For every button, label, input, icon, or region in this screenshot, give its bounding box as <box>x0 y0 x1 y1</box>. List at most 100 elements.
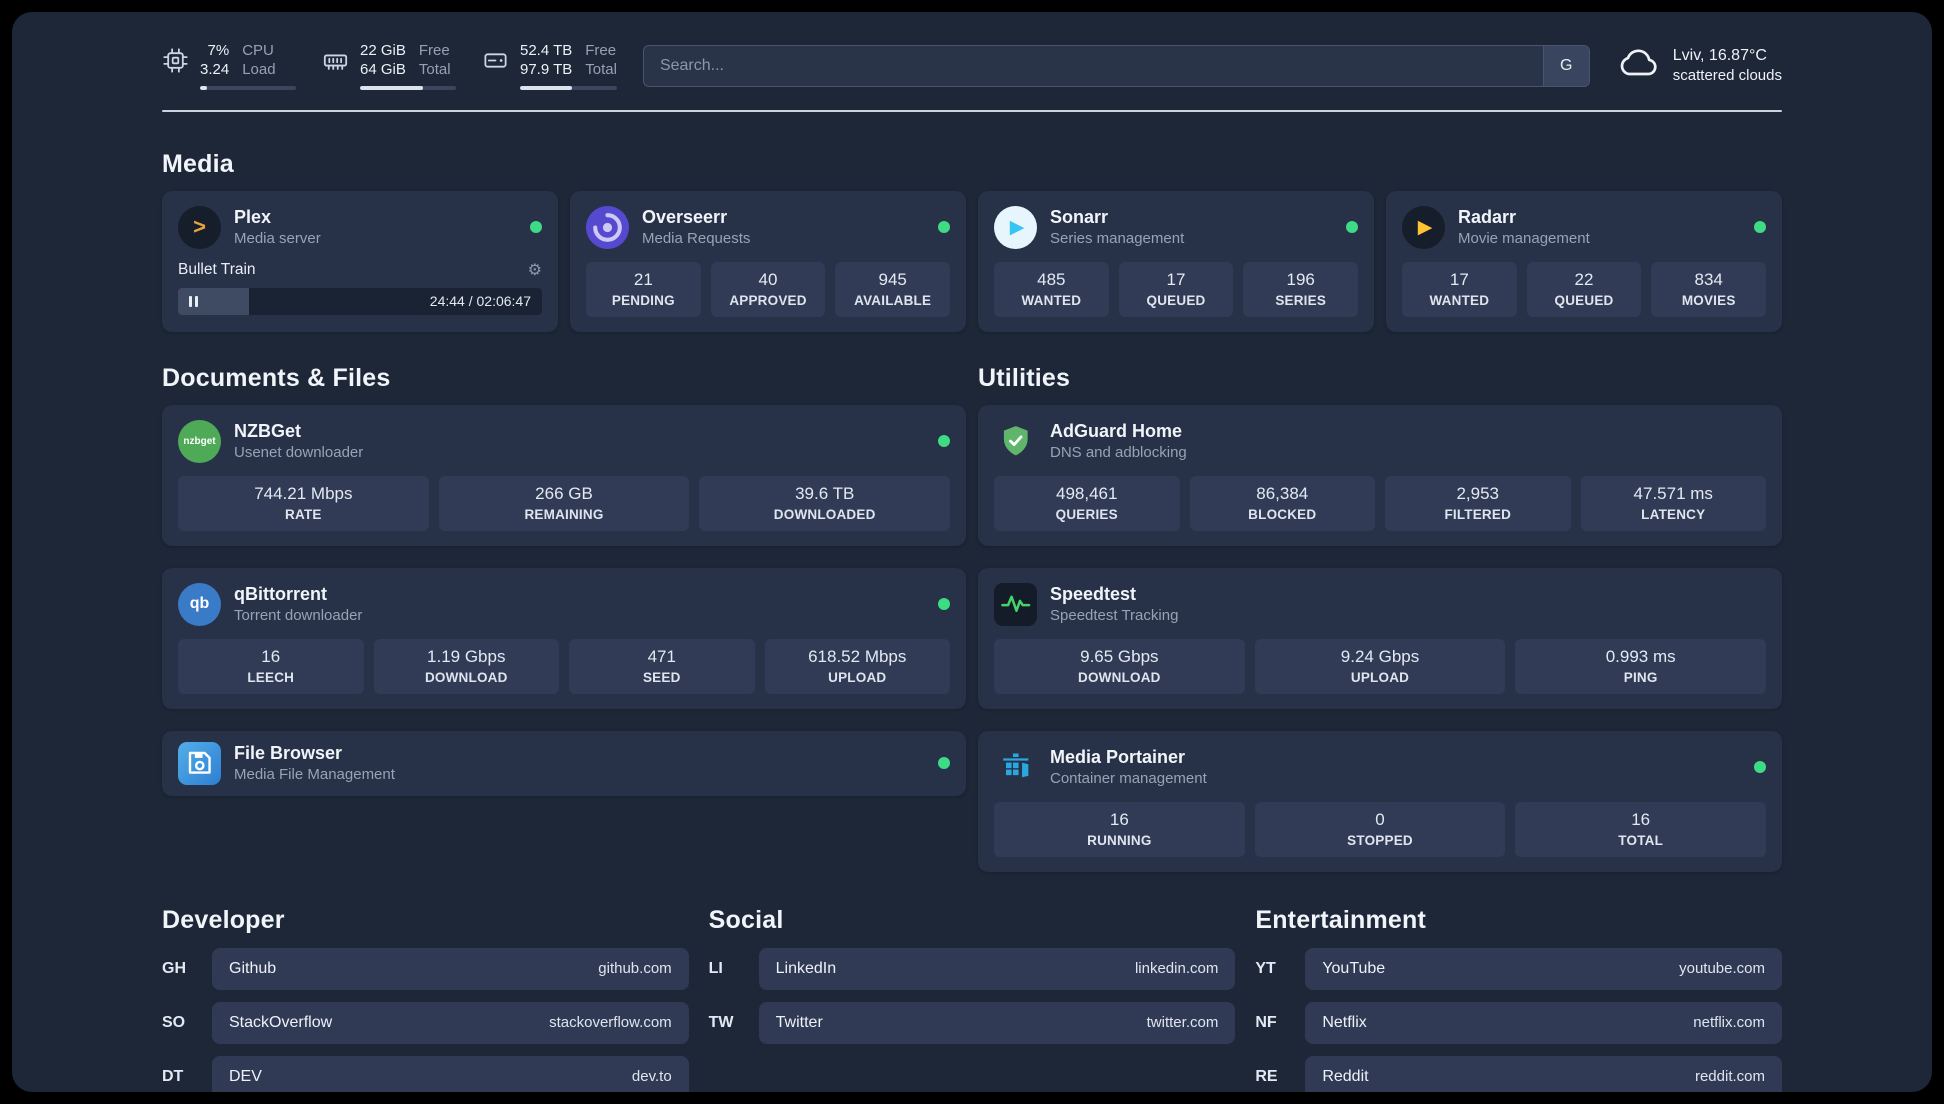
link-code: NF <box>1255 1013 1277 1031</box>
app-name: Radarr <box>1458 207 1517 227</box>
app-card-qbittorrent[interactable]: qb qBittorrent Torrent downloader 16 LEE… <box>162 567 966 709</box>
app-subtitle: Container management <box>1050 770 1207 787</box>
app-card-speedtest[interactable]: Speedtest Speedtest Tracking 9.65 Gbps D… <box>978 567 1782 709</box>
app-subtitle: Torrent downloader <box>234 607 363 624</box>
link-code: DT <box>162 1067 184 1085</box>
app-card-sonarr[interactable]: ▶ Sonarr Series management 485 WANTED 17… <box>978 190 1374 332</box>
app-name: NZBGet <box>234 421 301 441</box>
link-twitter[interactable]: Twitter twitter.com <box>758 1001 1236 1044</box>
settings-gear-icon[interactable]: ⚙ <box>527 261 542 279</box>
link-youtube[interactable]: YouTube youtube.com <box>1305 947 1782 990</box>
stats-row: 16 LEECH 1.19 Gbps DOWNLOAD 471 SEED 618… <box>178 638 950 694</box>
playback-progress-bar[interactable]: 24:44 / 02:06:47 <box>178 287 542 315</box>
stat-blocked: 86,384 BLOCKED <box>1189 475 1375 531</box>
link-row-stackoverflow: SO StackOverflow stackoverflow.com <box>162 1001 689 1044</box>
app-name: File Browser <box>234 743 343 763</box>
stat-total: 16 TOTAL <box>1515 801 1767 857</box>
status-dot <box>938 221 950 233</box>
stat-approved: 40 APPROVED <box>710 261 826 317</box>
filebrowser-icon <box>178 741 221 785</box>
stats-row: 485 WANTED 17 QUEUED 196 SERIES <box>994 261 1359 317</box>
app-subtitle: Movie management <box>1458 230 1590 247</box>
stat-seed: 471 SEED <box>569 638 755 694</box>
stats-row: 21 PENDING 40 APPROVED 945 AVAILABLE <box>586 261 951 317</box>
playback-time: 24:44 / 02:06:47 <box>429 293 531 309</box>
status-dot <box>938 757 950 769</box>
app-subtitle: Media File Management <box>234 766 395 783</box>
stat-upload: 9.24 Gbps UPLOAD <box>1254 638 1506 694</box>
status-dot <box>1346 221 1358 233</box>
app-card-adguard[interactable]: AdGuard Home DNS and adblocking 498,461 … <box>978 404 1782 546</box>
search-engine-button[interactable]: G <box>1542 45 1589 86</box>
weather-location: Lviv, 16.87°C <box>1672 46 1767 64</box>
section-title-social: Social <box>708 905 784 934</box>
app-name: Overseerr <box>642 207 728 227</box>
stat-download: 1.19 Gbps DOWNLOAD <box>373 638 559 694</box>
disk-icon <box>482 47 509 74</box>
app-card-plex[interactable]: > Plex Media server Bullet Train ⚙ 24:44… <box>162 190 558 332</box>
app-card-radarr[interactable]: ▶ Radarr Movie management 17 WANTED 22 Q… <box>1386 190 1782 332</box>
disk-metric: 52.4 TB 97.9 TB Free Total <box>482 42 617 90</box>
link-code: SO <box>162 1013 186 1031</box>
cloud-icon <box>1616 47 1660 84</box>
app-card-portainer[interactable]: Media Portainer Container management 16 … <box>978 730 1782 872</box>
ram-free-value: 22 GiB <box>360 42 406 59</box>
link-linkedin[interactable]: LinkedIn linkedin.com <box>758 947 1236 990</box>
stat-queries: 498,461 QUERIES <box>994 475 1180 531</box>
stat-ping: 0.993 ms PING <box>1515 638 1767 694</box>
stats-row: 9.65 Gbps DOWNLOAD 9.24 Gbps UPLOAD 0.99… <box>994 638 1767 694</box>
stat-remaining: 266 GB REMAINING <box>438 475 690 531</box>
stat-pending: 21 PENDING <box>586 261 701 317</box>
disk-usage-bar <box>520 85 617 90</box>
app-card-nzbget[interactable]: nzbget NZBGet Usenet downloader 744.21 M… <box>162 404 966 546</box>
link-reddit[interactable]: Reddit reddit.com <box>1305 1055 1782 1092</box>
section-title-utilities: Utilities <box>978 363 1071 392</box>
app-card-filebrowser[interactable]: File Browser Media File Management <box>162 730 966 796</box>
ram-total-label: Total <box>418 60 451 78</box>
cpu-metric: 7% 3.24 CPU Load <box>162 42 296 90</box>
link-github[interactable]: Github github.com <box>212 947 689 990</box>
link-code: LI <box>708 959 723 977</box>
search-input[interactable] <box>643 45 1543 86</box>
stat-wanted: 485 WANTED <box>994 261 1109 317</box>
disk-free-label: Free <box>585 42 617 59</box>
header-divider <box>162 109 1782 112</box>
cpu-chip-icon <box>162 47 189 74</box>
link-dev[interactable]: DEV dev.to <box>212 1055 689 1092</box>
radarr-icon: ▶ <box>1402 205 1445 249</box>
media-grid: > Plex Media server Bullet Train ⚙ 24:44… <box>162 190 1782 332</box>
section-files: Documents & Files nzbget NZBGet Usenet d… <box>162 332 966 796</box>
pause-icon[interactable] <box>189 295 198 307</box>
stat-rate: 744.21 Mbps RATE <box>178 475 429 531</box>
adguard-shield-icon <box>994 420 1037 463</box>
stat-upload: 618.52 Mbps UPLOAD <box>764 638 950 694</box>
ram-usage-bar <box>360 85 456 90</box>
link-row-linkedin: LI LinkedIn linkedin.com <box>708 947 1236 990</box>
stat-queued: 22 QUEUED <box>1526 261 1642 317</box>
app-card-overseerr[interactable]: Overseerr Media Requests 21 PENDING 40 A… <box>570 190 966 332</box>
links-area: Developer GH Github github.com SO StackO… <box>162 872 1782 1093</box>
status-dot <box>938 435 950 447</box>
stats-row: 498,461 QUERIES 86,384 BLOCKED 2,953 FIL… <box>994 475 1766 531</box>
disk-total-label: Total <box>585 60 617 78</box>
stat-downloaded: 39.6 TB DOWNLOADED <box>699 475 951 531</box>
load-label: Load <box>242 60 276 78</box>
app-name: Speedtest <box>1050 584 1137 604</box>
stat-series: 196 SERIES <box>1243 261 1359 317</box>
stats-row: 17 WANTED 22 QUEUED 834 MOVIES <box>1402 261 1767 317</box>
ram-free-label: Free <box>418 42 450 59</box>
section-social: Social LI LinkedIn linkedin.com TW Twitt… <box>709 872 1236 1093</box>
section-title-files: Documents & Files <box>162 363 391 392</box>
cpu-label: CPU <box>242 42 274 59</box>
stat-filtered: 2,953 FILTERED <box>1385 475 1571 531</box>
cpu-load-value: 3.24 <box>200 60 230 78</box>
app-subtitle: Usenet downloader <box>234 444 364 461</box>
link-netflix[interactable]: Netflix netflix.com <box>1305 1001 1782 1044</box>
nzbget-icon: nzbget <box>178 419 221 463</box>
link-row-youtube: YT YouTube youtube.com <box>1255 947 1782 990</box>
app-subtitle: DNS and adblocking <box>1050 444 1187 461</box>
status-dot <box>938 598 950 610</box>
link-stackoverflow[interactable]: StackOverflow stackoverflow.com <box>212 1001 689 1044</box>
overseerr-icon <box>586 205 629 249</box>
